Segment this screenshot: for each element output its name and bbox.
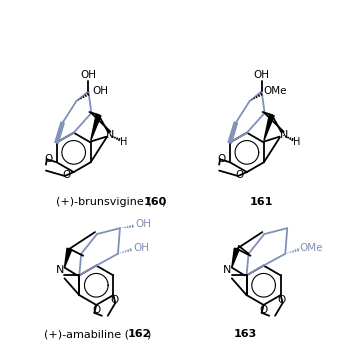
- Text: O: O: [45, 154, 53, 164]
- Polygon shape: [91, 114, 101, 140]
- Text: O: O: [278, 295, 286, 305]
- Text: O: O: [92, 305, 100, 315]
- Text: (+)-amabiline (: (+)-amabiline (: [44, 329, 129, 339]
- Text: OH: OH: [133, 243, 149, 253]
- Text: O: O: [218, 154, 226, 164]
- Polygon shape: [264, 114, 274, 140]
- Text: ): ): [147, 329, 151, 339]
- Polygon shape: [232, 248, 239, 268]
- Text: N: N: [279, 130, 288, 140]
- Polygon shape: [65, 248, 72, 268]
- Text: 162: 162: [128, 329, 151, 339]
- Text: 161: 161: [250, 196, 273, 207]
- Text: O: O: [110, 295, 119, 305]
- Text: N: N: [106, 130, 115, 140]
- Text: H: H: [120, 137, 127, 146]
- Text: 160: 160: [143, 196, 167, 207]
- Text: O: O: [236, 170, 244, 180]
- Text: OH: OH: [92, 86, 108, 96]
- Text: O: O: [260, 305, 268, 315]
- Text: (+)-brunsvigine (: (+)-brunsvigine (: [56, 196, 152, 207]
- Text: OH: OH: [81, 70, 97, 80]
- Text: OMe: OMe: [299, 243, 323, 253]
- Text: N: N: [223, 265, 231, 276]
- Text: OH: OH: [136, 219, 152, 229]
- Text: N: N: [55, 265, 64, 276]
- Text: O: O: [62, 170, 71, 180]
- Text: H: H: [293, 137, 300, 146]
- Text: ): ): [161, 196, 166, 207]
- Text: 163: 163: [233, 329, 257, 339]
- Text: OH: OH: [254, 70, 270, 80]
- Text: OMe: OMe: [263, 86, 287, 96]
